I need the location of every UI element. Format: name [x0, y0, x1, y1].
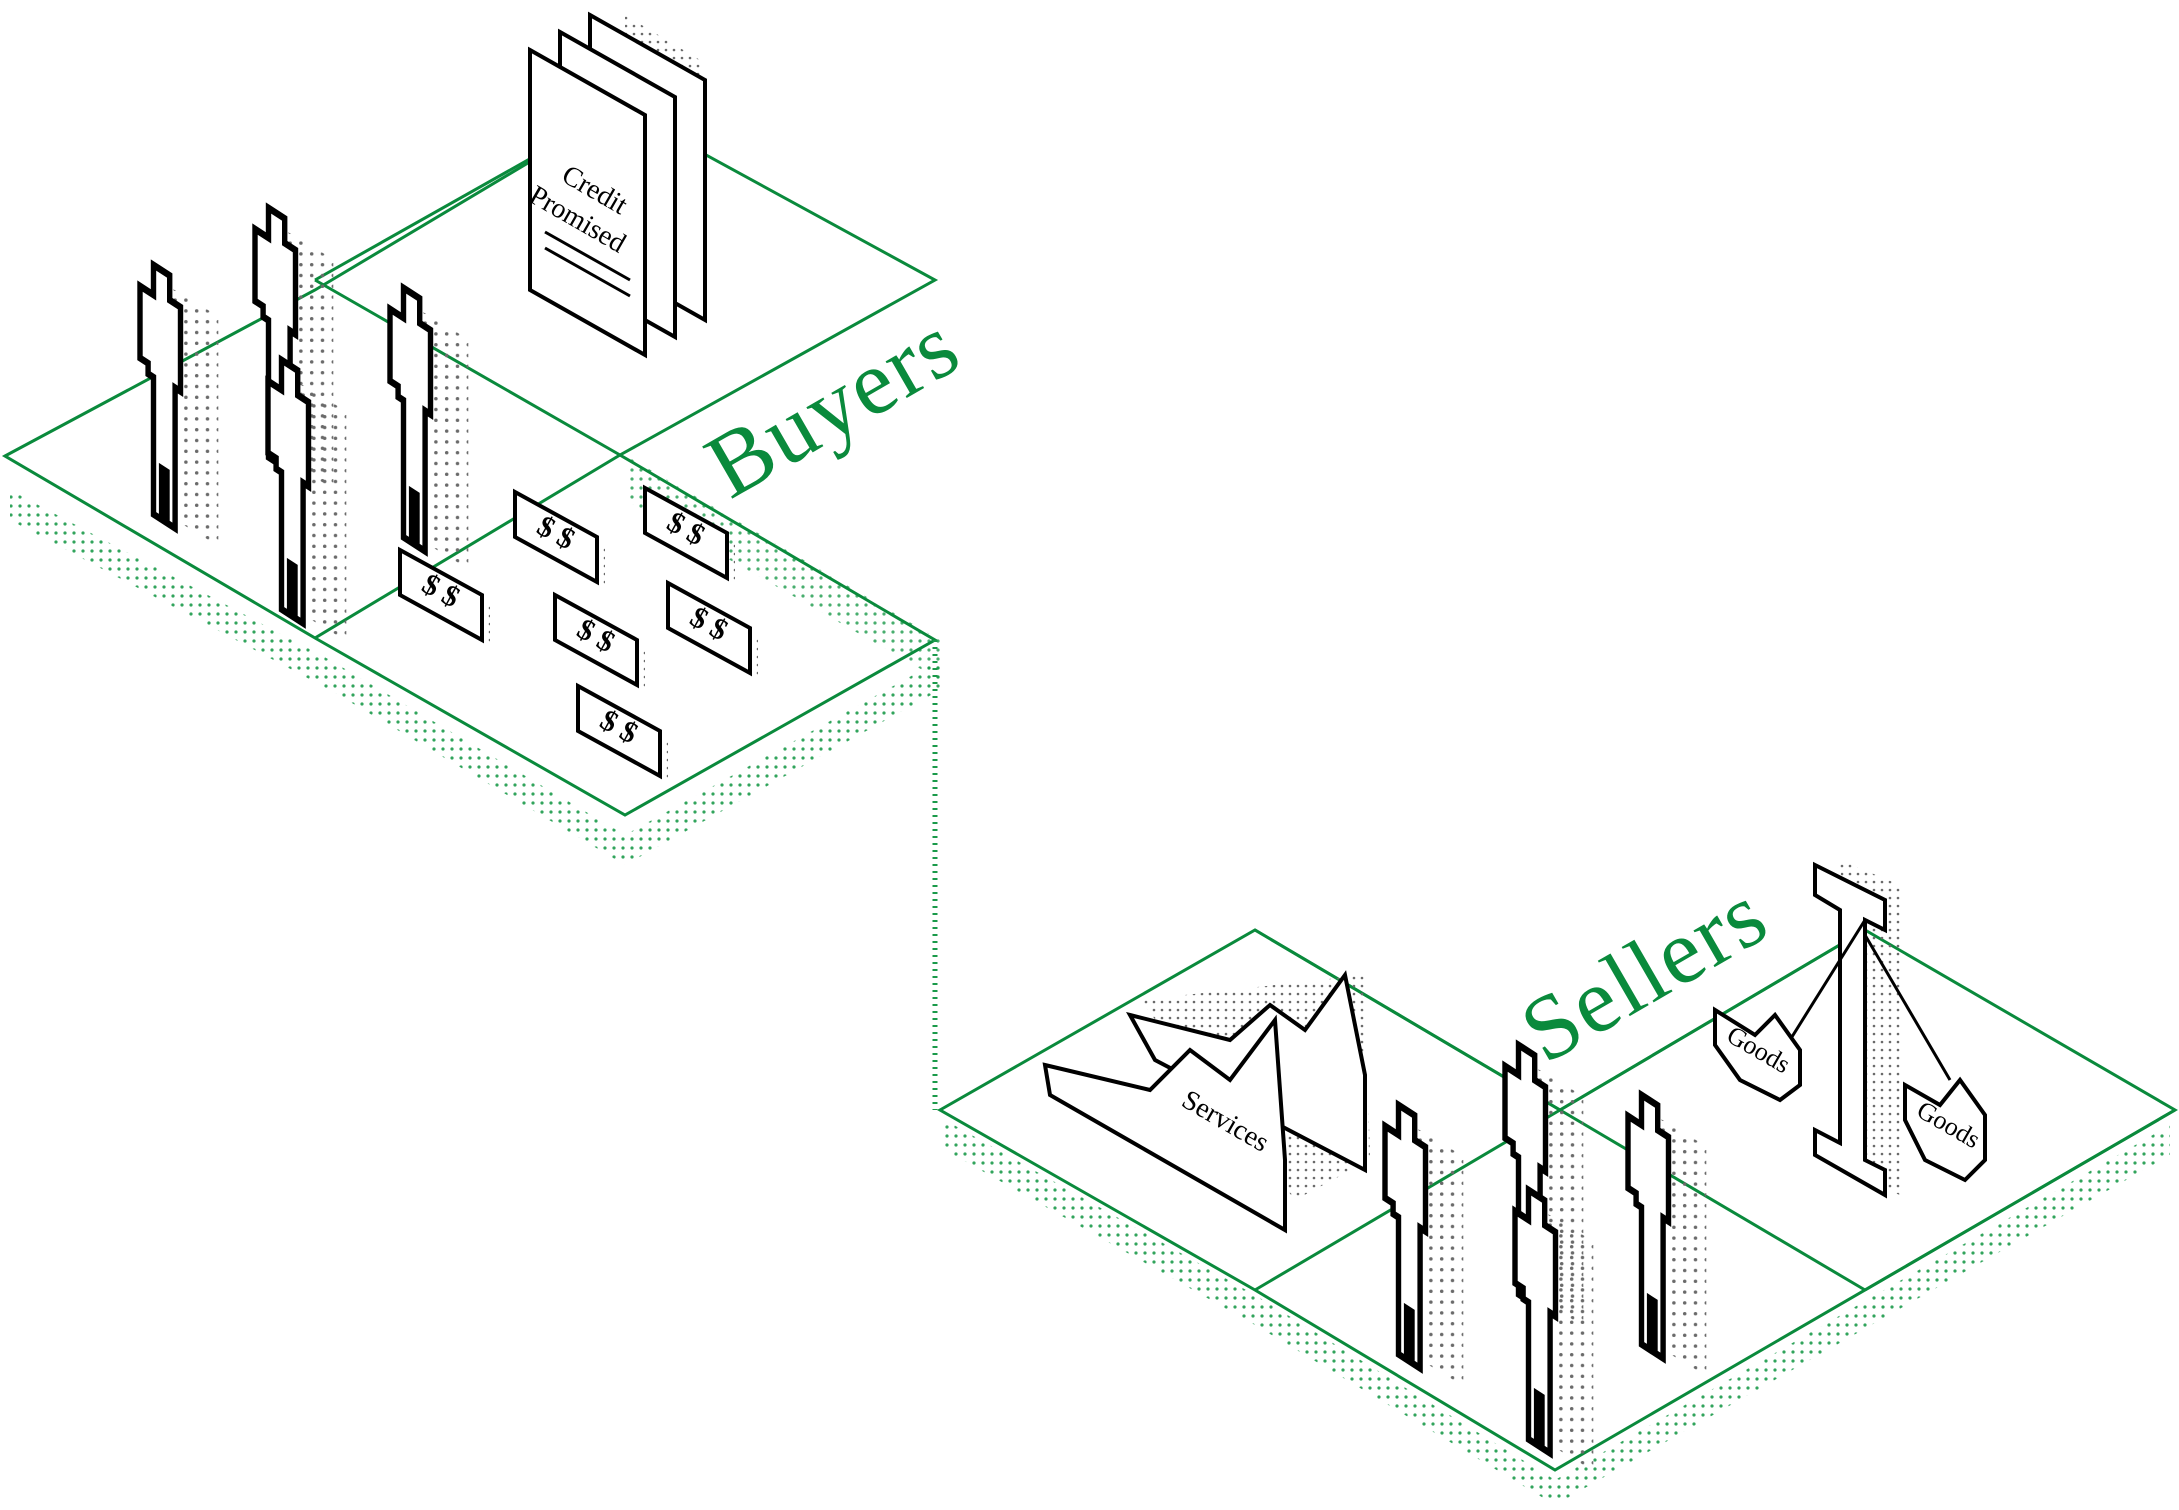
goods-scale: Goods Goods: [1713, 860, 1987, 1199]
dollar-bill: $ $: [513, 488, 605, 587]
buyer-person-3: [265, 354, 347, 641]
buyers-people: [137, 202, 469, 641]
credit-promised-documents: Credit Promised: [524, 11, 707, 359]
buyers-platform: [1, 106, 940, 865]
buyers-label: Buyers: [689, 293, 976, 518]
dollar-bill: $ $: [666, 579, 758, 678]
services-shape: Services: [1042, 970, 1370, 1234]
dollar-bill: $ $: [643, 484, 735, 583]
buyer-person-4: [387, 282, 469, 569]
dollar-bill: $ $: [576, 682, 668, 781]
dollar-bills: $ $$ $ $ $$ $ $ $$ $: [398, 484, 758, 781]
goods-bag-left: Goods: [1713, 1006, 1802, 1103]
dollar-bill: $ $: [553, 591, 645, 690]
dollar-bill: $ $: [398, 546, 490, 645]
buyer-person-1: [137, 259, 219, 546]
seller-person-1: [1382, 1099, 1464, 1386]
seller-person-4: [1625, 1089, 1707, 1376]
goods-bag-right: Goods: [1903, 1076, 1987, 1183]
seller-person-3: [1512, 1184, 1594, 1471]
scale-post: [1813, 861, 1887, 1199]
sellers-people: [1382, 1039, 1707, 1471]
